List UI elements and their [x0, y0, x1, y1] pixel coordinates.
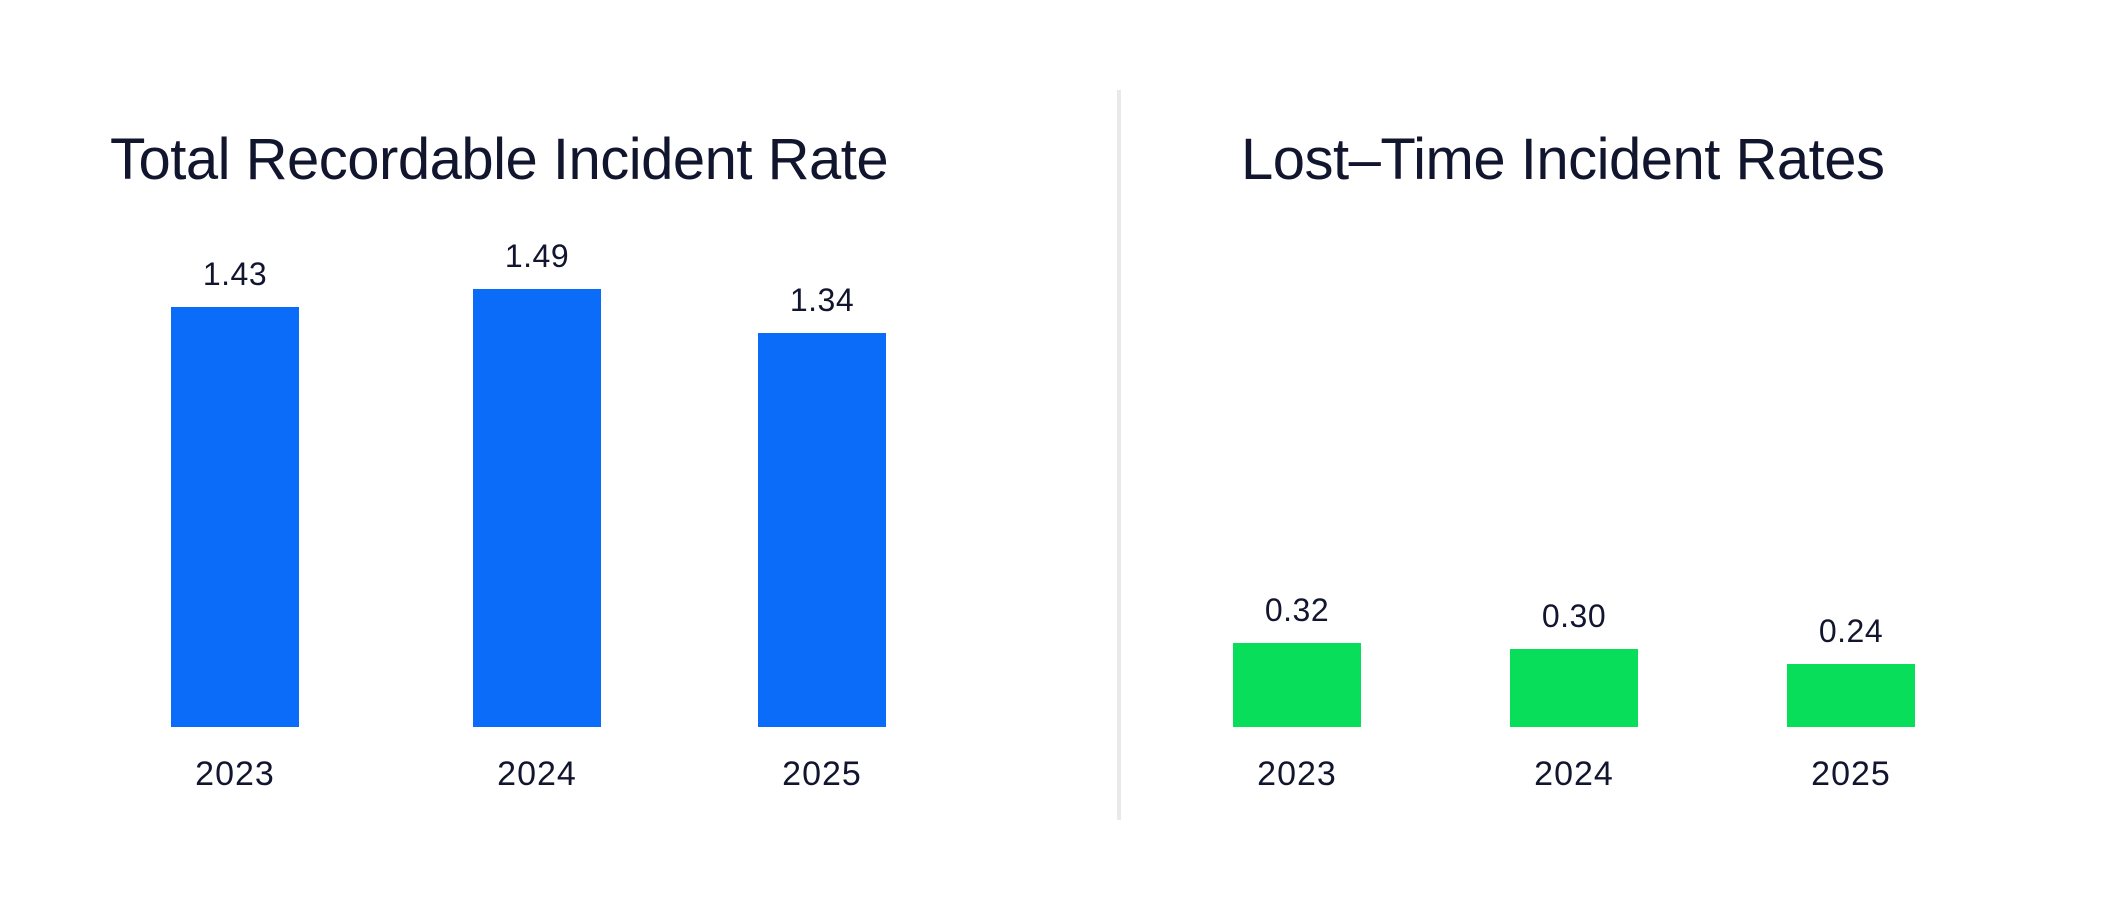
bar	[1510, 649, 1638, 727]
bar-group-2025: 1.34 2025	[758, 180, 886, 793]
bar-group-2024: 0.30 2024	[1510, 180, 1638, 793]
bar	[1233, 643, 1361, 727]
x-axis-tick-label: 2025	[782, 755, 862, 793]
bar-group-2023: 0.32 2023	[1233, 180, 1361, 793]
bar-group-2024: 1.49 2024	[473, 180, 601, 793]
chart-title: Total Recordable Incident Rate	[110, 127, 889, 193]
bar	[473, 289, 601, 727]
x-axis-tick-label: 2023	[1257, 755, 1337, 793]
bar	[171, 307, 299, 727]
bar-value-label: 0.24	[1818, 613, 1884, 649]
bar	[758, 333, 886, 727]
x-axis-tick-label: 2024	[497, 755, 577, 793]
chart-total-recordable-incident-rate: Total Recordable Incident Rate 1.43 2023…	[110, 127, 889, 793]
bar-value-label: 1.43	[202, 256, 268, 292]
chart-title: Lost–Time Incident Rates	[1241, 127, 1885, 193]
bar-value-label: 0.32	[1264, 592, 1330, 628]
chart-lost-time-incident-rates: Lost–Time Incident Rates 0.32 2023 0.30 …	[1121, 0, 2109, 900]
bar-group-2023: 1.43 2023	[171, 180, 299, 793]
x-axis-tick-label: 2024	[1534, 755, 1614, 793]
bar-value-label: 0.30	[1541, 598, 1607, 634]
bar-value-label: 1.49	[504, 238, 570, 274]
x-axis-tick-label: 2023	[195, 755, 275, 793]
x-axis-tick-label: 2025	[1811, 755, 1891, 793]
bar-group-2025: 0.24 2025	[1787, 180, 1915, 793]
panel-divider	[1117, 90, 1121, 820]
bar	[1787, 664, 1915, 727]
bar-value-label: 1.34	[789, 282, 855, 318]
